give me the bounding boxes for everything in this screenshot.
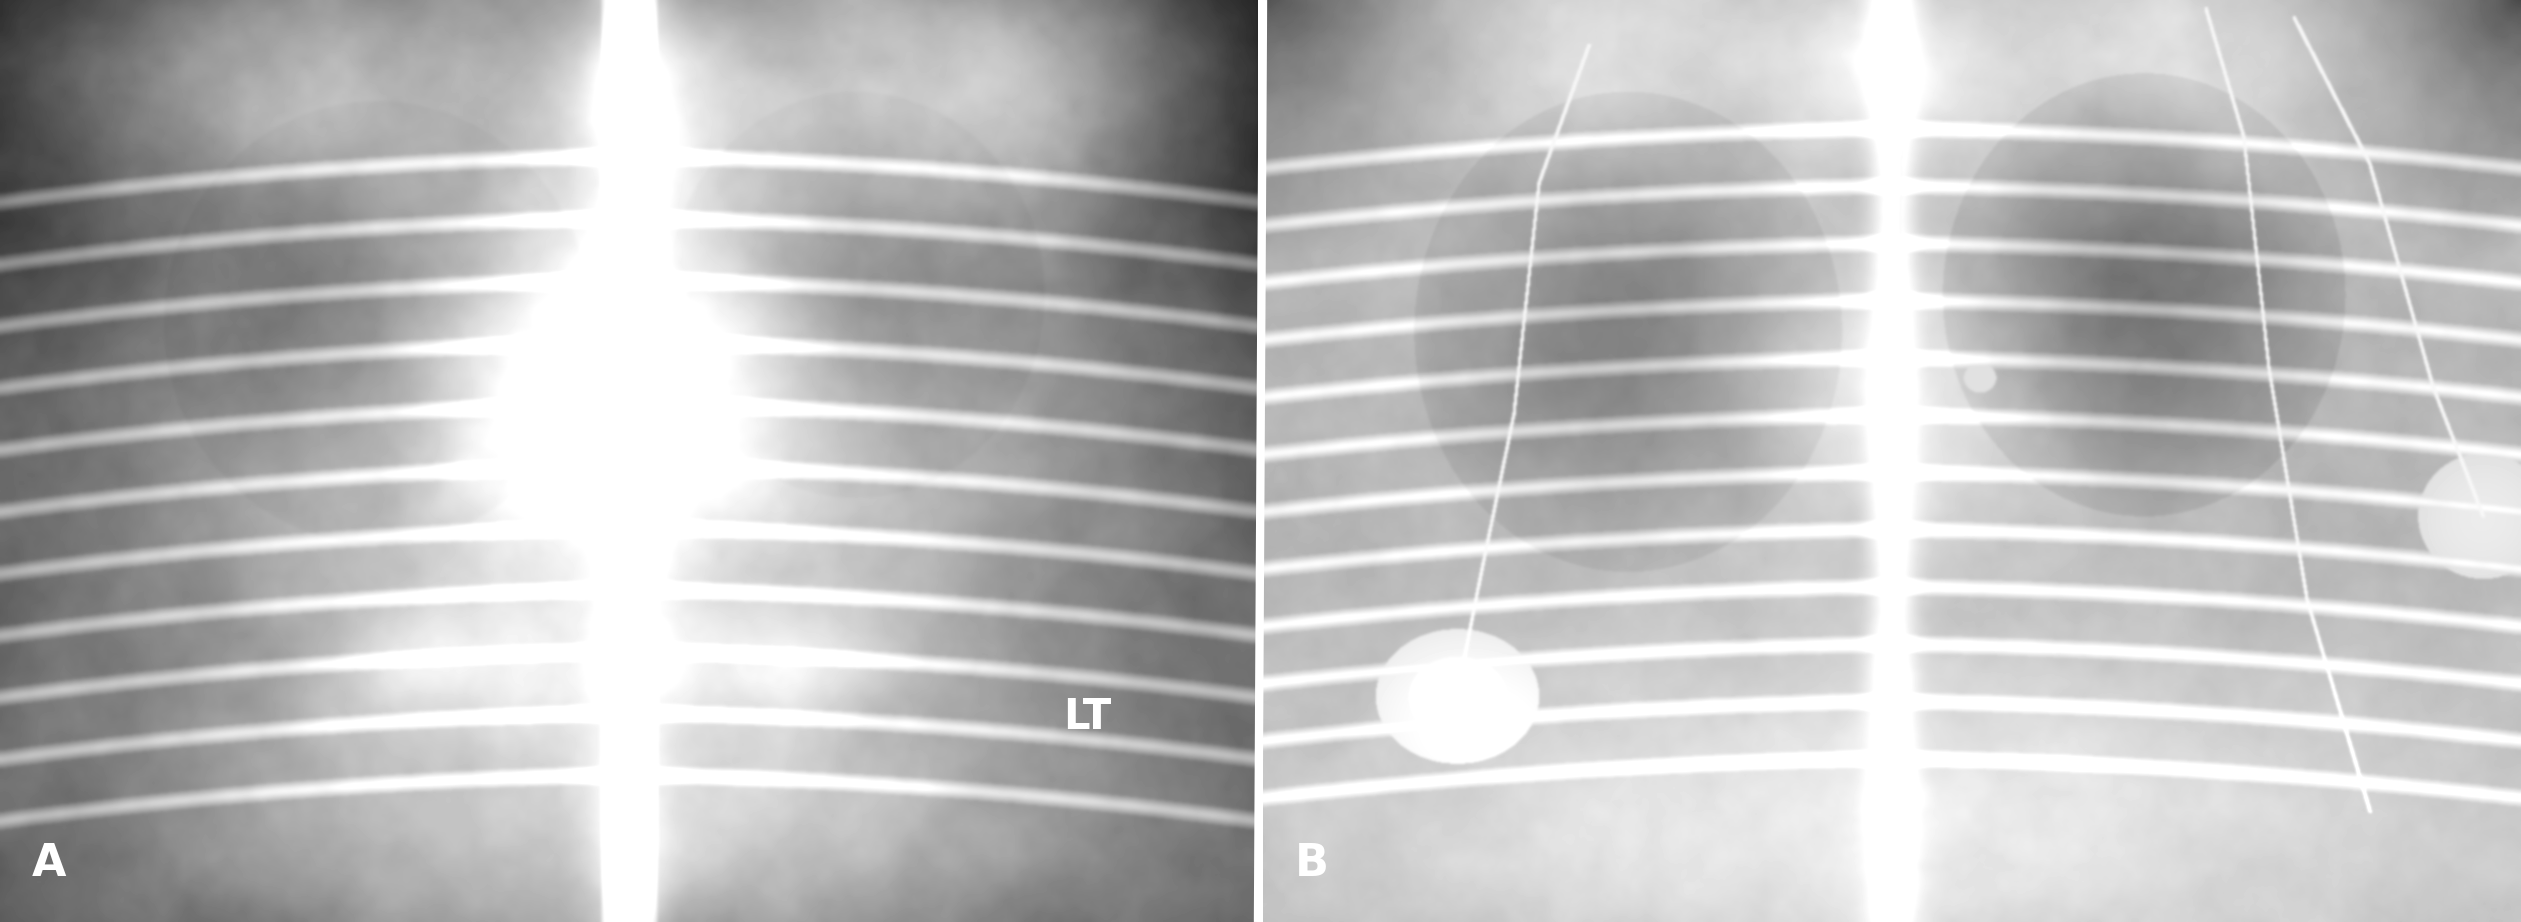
Text: B: B [1293,842,1329,885]
Text: LT: LT [1064,695,1112,738]
Text: A: A [30,842,66,885]
